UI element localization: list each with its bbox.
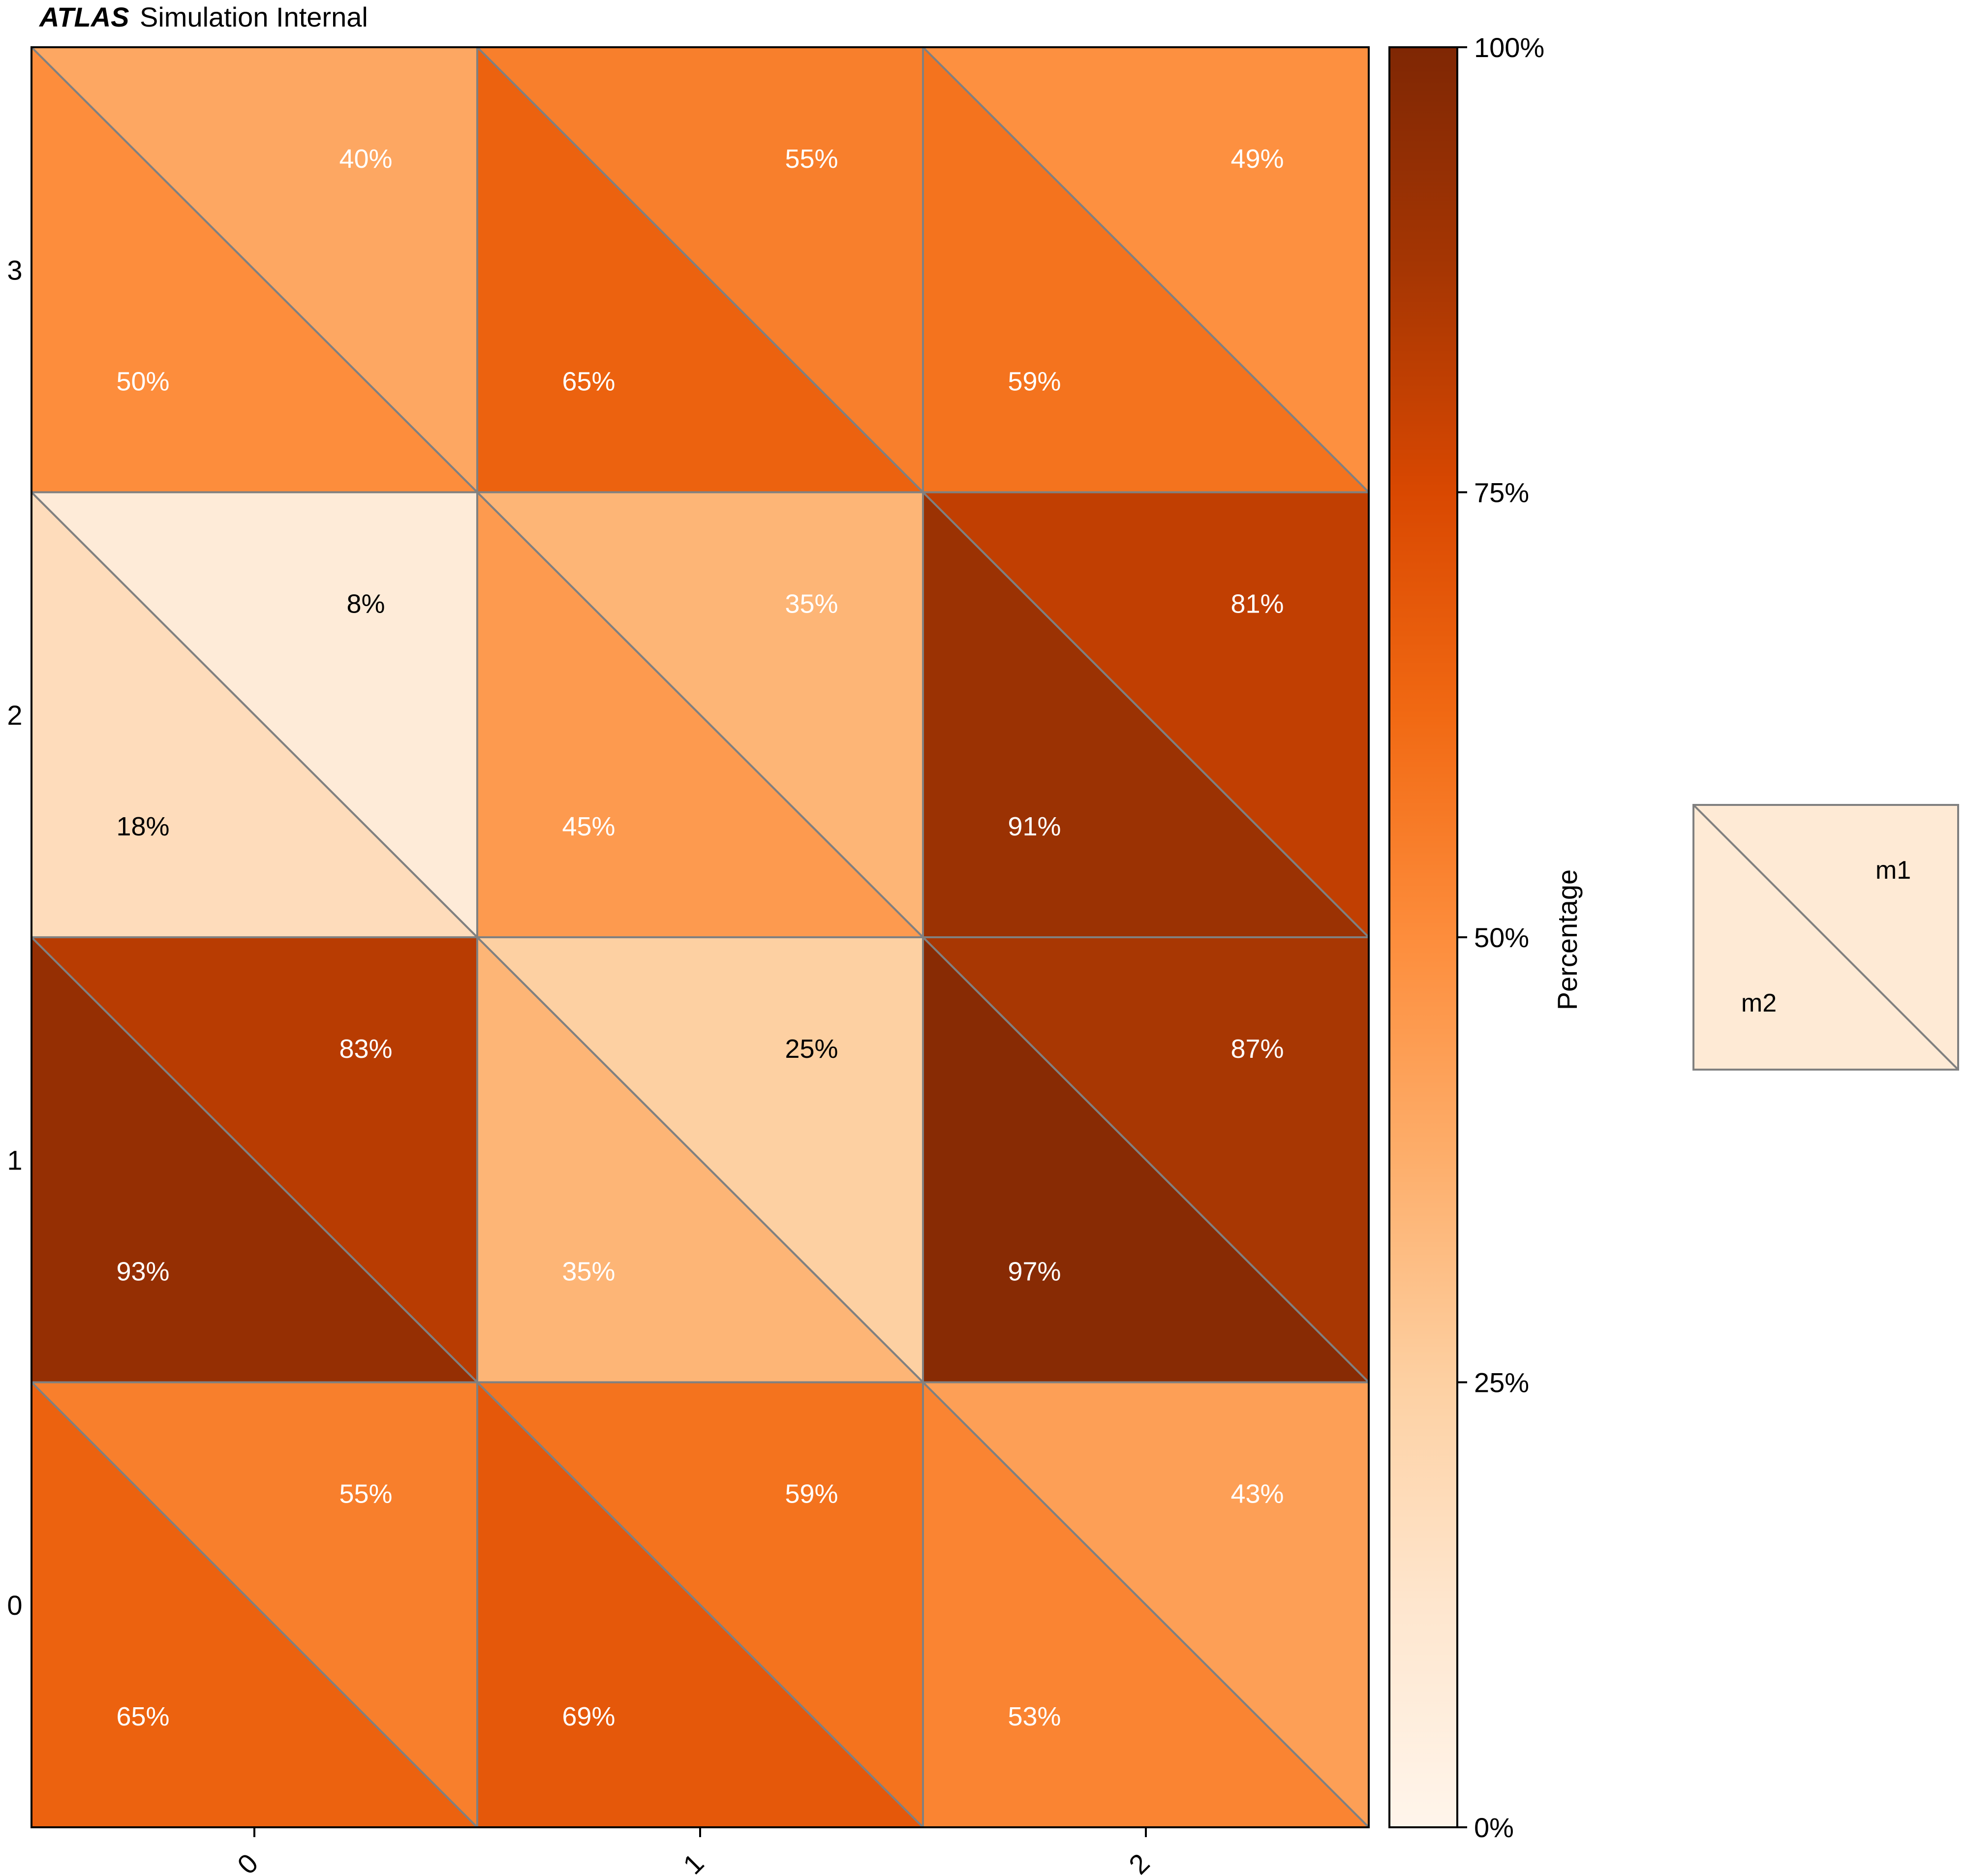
cell-label-m2-x2-y2: 91% [1008,812,1061,841]
x-axis-ticks: 0 1 2 [231,1827,1156,1876]
cell-m2-x2-y2 [922,491,1370,938]
atlas-brand: ATLAS [38,1,129,32]
cell-m2-x1-y1 [476,936,924,1384]
colorbar-tick-label: 0% [1474,1812,1514,1843]
cell-m2-x2-y1 [922,936,1370,1384]
y-axis-ticks: 0 1 2 3 [7,254,22,1621]
cell-label-m2-x0-y1: 93% [116,1257,169,1286]
cell-label-m2-x2-y0: 53% [1008,1702,1061,1731]
colorbar-label: Percentage [1552,869,1583,1010]
x-tick-label: 0 [231,1847,264,1876]
cell-label-m2-x0-y2: 18% [116,812,169,841]
cell-label-m1-x1-y1: 25% [785,1034,838,1064]
legend-box: m1 m2 [1692,804,1959,1071]
y-tick-label: 3 [7,254,22,285]
cell-label-m1-x2-y0: 43% [1230,1479,1284,1509]
cell-m2-x1-y3 [476,46,924,493]
atlas-subtitle: Simulation Internal [140,1,368,32]
cell-label-m1-x0-y2: 8% [346,589,385,619]
cell-label-m1-x2-y2: 81% [1230,589,1284,619]
y-tick-label: 0 [7,1590,22,1621]
cell-label-m2-x0-y0: 65% [116,1702,169,1731]
x-tick-label: 2 [1123,1847,1156,1876]
colorbar-ticks: 0% 25% 50% 75% 100% [1457,32,1544,1843]
cell-label-m2-x1-y1: 35% [562,1257,615,1286]
heatmap-cells [31,46,1370,1828]
cell-label-m1-x1-y2: 35% [785,589,838,619]
cell-label-m1-x2-y1: 87% [1230,1034,1284,1064]
cell-label-m1-x1-y0: 59% [785,1479,838,1509]
cell-m2-x2-y3 [922,46,1370,493]
cell-label-m2-x1-y0: 69% [562,1702,615,1731]
cell-label-m2-x1-y2: 45% [562,812,615,841]
cell-label-m1-x0-y1: 83% [339,1034,392,1064]
cell-label-m2-x2-y1: 97% [1008,1257,1061,1286]
colorbar-tick-label: 75% [1474,477,1529,508]
x-tick-label: 1 [677,1847,710,1876]
colorbar-tick-label: 25% [1474,1367,1529,1398]
colorbar-gradient [1388,46,1458,1828]
legend-diagonal [1692,804,1959,1071]
cell-label-m2-x2-y3: 59% [1008,367,1061,396]
heatmap-cell-labels: 55% 65% 59% 69% 43% 53% 83% 93% 25% 35% 87% 97% 8% 18… [116,144,1284,1731]
cell-label-m2-x1-y3: 65% [562,367,615,396]
legend-upper-label: m1 [1875,856,1911,885]
cell-label-m1-x0-y3: 40% [339,144,392,174]
y-tick-label: 1 [7,1144,22,1175]
legend-lower-label: m2 [1741,989,1777,1017]
cell-label-m2-x0-y3: 50% [116,367,169,396]
cell-label-m1-x0-y0: 55% [339,1479,392,1509]
cell-label-m1-x1-y3: 55% [785,144,838,174]
y-tick-label: 2 [7,700,22,731]
colorbar-tick-label: 50% [1474,922,1529,953]
colorbar-tick-label: 100% [1474,32,1544,63]
cell-label-m1-x2-y3: 49% [1230,144,1284,174]
cell-m2-x1-y2 [476,491,924,938]
